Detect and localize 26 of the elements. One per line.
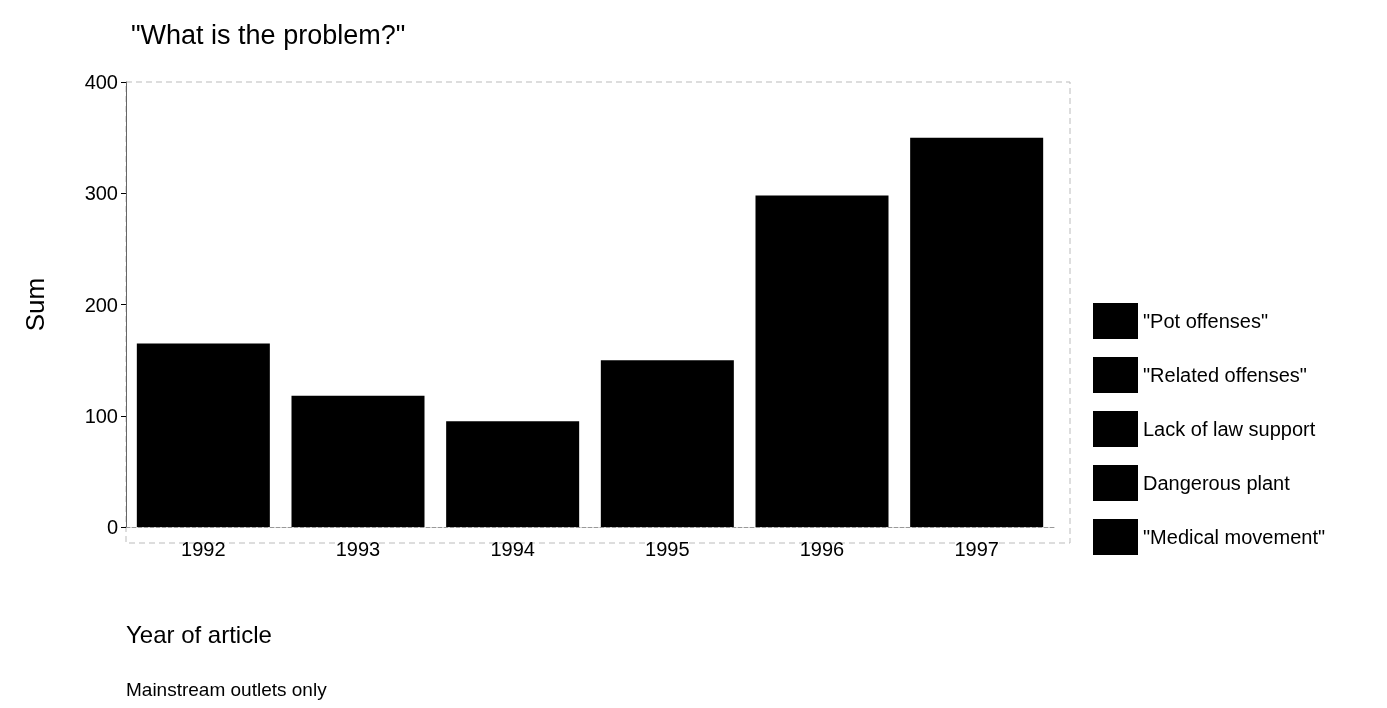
- x-tick-label: 1996: [799, 538, 845, 560]
- bar: [600, 360, 734, 527]
- y-tick-label: 0: [106, 516, 118, 538]
- chart-title: "What is the problem?": [131, 19, 406, 50]
- bar: [910, 137, 1044, 527]
- x-tick-label: 1997: [954, 538, 999, 560]
- y-tick-label: 400: [84, 71, 118, 93]
- y-tick-label: 200: [84, 293, 118, 316]
- legend-label: "Related offenses": [1143, 364, 1307, 386]
- bar: [136, 343, 270, 527]
- x-tick-label: 1994: [490, 538, 535, 560]
- x-axis-title: Year of article: [126, 620, 272, 648]
- text: Mainstream outlets only: [126, 679, 328, 700]
- y-axis-title: Sum: [20, 277, 50, 332]
- x-tick-label: 1995: [645, 538, 690, 560]
- x-tick-label: 1992: [181, 538, 226, 560]
- legend-label: "Medical movement": [1143, 526, 1326, 548]
- y-tick-label: 100: [84, 404, 118, 427]
- x-tick-label: 1993: [335, 538, 381, 560]
- bar: [446, 421, 580, 527]
- bar: [755, 195, 889, 527]
- y-tick-label: 300: [84, 182, 118, 205]
- legend-label: Lack of law support: [1143, 418, 1316, 440]
- legend-label: Dangerous plant: [1143, 472, 1291, 494]
- legend-label: "Pot offenses": [1143, 310, 1269, 332]
- bar: [291, 395, 425, 527]
